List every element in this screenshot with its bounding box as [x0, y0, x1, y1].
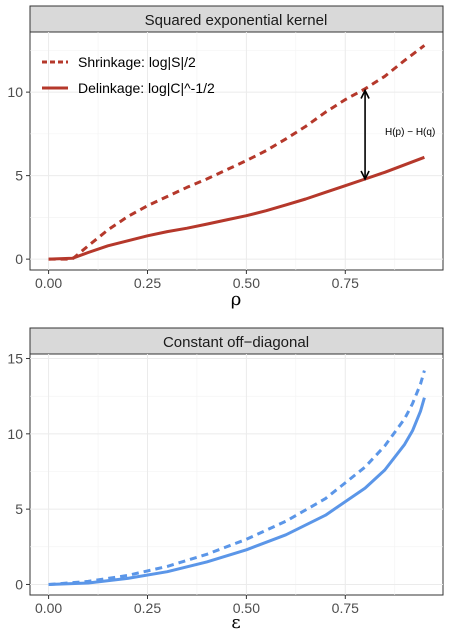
y-tick-label: 0	[15, 576, 23, 592]
annotation-arrowhead-top	[360, 88, 370, 99]
x-tick-label: 0.50	[233, 600, 260, 616]
y-tick-label: 15	[7, 351, 23, 367]
x-tick-label: 0.00	[35, 275, 62, 291]
panel-1-series	[48, 44, 426, 261]
x-tick-label: 0.50	[233, 275, 260, 291]
legend-label-shrinkage: Shrinkage: log|S|/2	[78, 54, 196, 70]
panel-2-grid	[30, 354, 443, 595]
panel-1-legend: Shrinkage: log|S|/2 Delinkage: log|C|^-1…	[42, 54, 215, 96]
panel-2-x-ticks: 0.00 0.25 0.50 0.75	[35, 595, 359, 616]
y-tick-label: 5	[15, 168, 23, 184]
series-line-dashed	[48, 370, 426, 586]
panel-2-title: Constant off−diagonal	[163, 334, 309, 351]
x-tick-label: 0.75	[332, 275, 359, 291]
legend-label-delinkage: Delinkage: log|C|^-1/2	[78, 80, 215, 96]
y-tick-label: 0	[15, 251, 23, 267]
panel-1-title: Squared exponential kernel	[145, 12, 328, 29]
x-tick-label: 0.25	[134, 275, 161, 291]
y-tick-label: 5	[15, 501, 23, 517]
series-line-dashed	[48, 44, 426, 261]
panel-1-plot-area	[29, 31, 444, 271]
y-tick-label: 10	[7, 84, 23, 100]
panel-1-annotation: H(p) − H(q)	[360, 88, 435, 181]
panel-2: Constant off−diagonal 0.00 0.25 0.50 0.75 0…	[7, 327, 444, 633]
x-tick-label: 0.75	[332, 600, 359, 616]
series-line-solid	[48, 397, 426, 586]
panel-1: Squared exponential kernel H(p) − H(q) S…	[7, 5, 444, 310]
y-tick-label: 10	[7, 426, 23, 442]
x-tick-label: 0.00	[35, 600, 62, 616]
annotation-label: H(p) − H(q)	[385, 127, 435, 138]
panel-1-x-ticks: 0.00 0.25 0.50 0.75	[35, 270, 359, 291]
panel-1-strip	[29, 5, 444, 33]
panel-1-grid	[30, 32, 443, 270]
annotation-arrowhead-bottom	[360, 170, 370, 181]
panel-2-strip	[29, 327, 444, 355]
panel-2-plot-area	[29, 353, 444, 596]
panel-1-x-axis-title: ρ	[231, 289, 242, 310]
panel-2-series	[48, 370, 426, 586]
series-line-solid	[48, 155, 425, 261]
panel-2-y-ticks: 0 5 10 15	[7, 351, 30, 592]
panel-1-y-ticks: 0 5 10	[7, 84, 30, 267]
x-tick-label: 0.25	[134, 600, 161, 616]
panel-2-x-axis-title: ε	[231, 612, 240, 633]
